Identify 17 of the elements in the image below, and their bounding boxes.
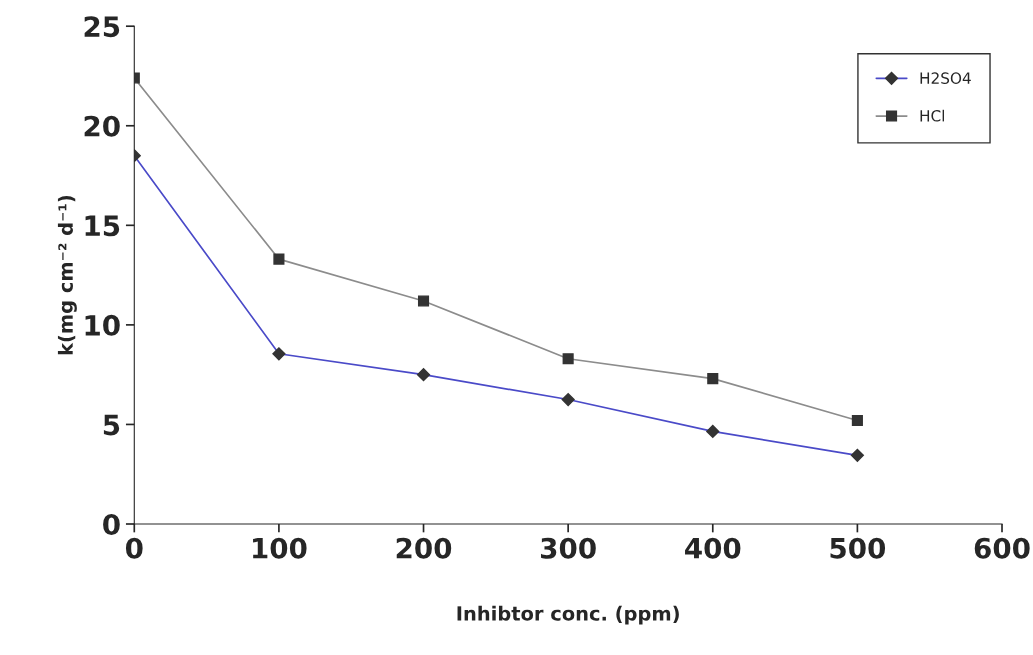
y-tick-label: 20 <box>84 115 120 137</box>
x-tick-label: 400 <box>685 537 741 559</box>
x-tick-label: 500 <box>830 537 886 559</box>
x-tick-label: 300 <box>541 537 596 559</box>
y-tick-label: 15 <box>85 215 120 237</box>
legend-label: HCl <box>920 109 945 122</box>
x-tick-label: 0 <box>125 537 143 559</box>
y-tick-label: 10 <box>85 314 120 336</box>
y-tick-label: 0 <box>103 513 120 535</box>
y-tick-label: 25 <box>84 16 120 38</box>
x-axis-title: Inhibtor conc. (ppm) <box>457 605 679 625</box>
x-tick-label: 200 <box>396 537 452 559</box>
x-tick-label: 100 <box>253 537 307 559</box>
y-axis-title: k(mg cm⁻² d⁻¹) <box>57 195 77 355</box>
x-tick-label: 600 <box>974 537 1030 559</box>
legend-label: H2SO4 <box>920 72 971 84</box>
y-tick-label: 5 <box>103 414 120 436</box>
